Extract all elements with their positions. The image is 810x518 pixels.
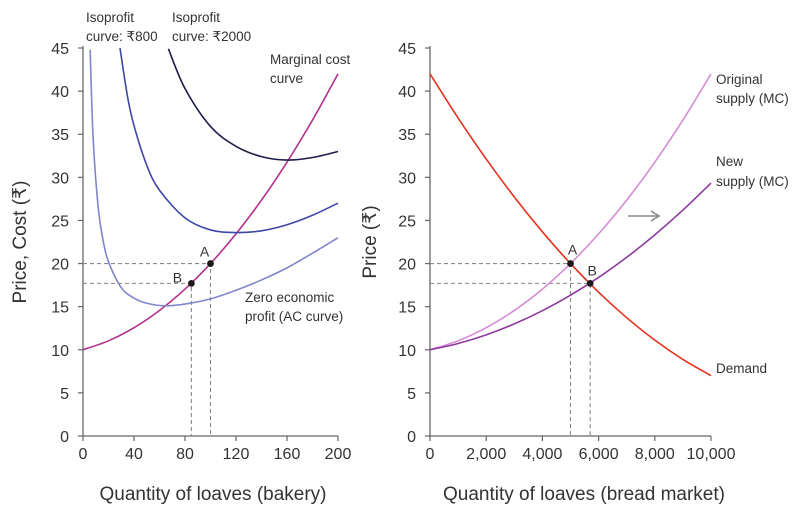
point-label-B: B <box>587 262 596 278</box>
series-isoprofit-curve-800 <box>119 47 339 234</box>
guide-line-B <box>430 282 591 436</box>
y-axis-title: Price (₹) <box>360 205 381 278</box>
y-tick-label: 35 <box>398 127 416 144</box>
x-tick-label: 40 <box>125 446 143 463</box>
x-tick-label: 120 <box>223 446 250 463</box>
x-axis-title: Quantity of loaves (bakery) <box>99 484 326 505</box>
point-B <box>586 279 594 287</box>
y-tick-label: 30 <box>398 170 416 187</box>
point-label-A: A <box>568 242 578 258</box>
y-tick-label: 40 <box>398 84 416 101</box>
label-demand: Demand <box>716 361 767 376</box>
x-tick-label: 4,000 <box>522 446 562 463</box>
y-tick-label: 0 <box>60 429 69 446</box>
y-tick-label: 20 <box>51 257 69 274</box>
y-tick-label: 35 <box>51 127 69 144</box>
y-tick-label: 25 <box>398 213 416 230</box>
label-mc-line2: curve <box>270 71 303 86</box>
point-label-A: A <box>200 244 210 260</box>
y-tick-label: 10 <box>51 343 69 360</box>
y-tick-label: 10 <box>398 343 416 360</box>
y-tick-label: 40 <box>51 84 69 101</box>
label-ac-line2: profit (AC curve) <box>245 309 343 324</box>
label-new-supply: New <box>716 154 743 169</box>
shift-right-arrow <box>628 210 661 222</box>
point-B <box>187 279 195 287</box>
y-tick-label: 5 <box>60 386 69 403</box>
label-iso800-line2: curve: ₹800 <box>86 29 158 44</box>
point-A <box>207 260 214 267</box>
y-axis-title: Price, Cost (₹) <box>10 181 31 304</box>
guide-line-A <box>430 263 572 436</box>
y-tick-label: 45 <box>51 41 69 58</box>
bakery-chart: 0 5 10 15 20 25 30 35 40 45 0 40 80 120 160 200 A B Quant… <box>10 10 351 505</box>
y-tick-label: 5 <box>407 386 416 403</box>
market-chart: 0 5 10 15 20 25 30 35 40 45 0 2,000 4,000 6,000 8,000 1… <box>360 41 789 505</box>
y-tick-label: 15 <box>398 300 416 317</box>
x-tick-label: 6,000 <box>579 446 619 463</box>
series-new-supply-mc <box>429 182 712 351</box>
x-tick-label: 10,000 <box>687 446 736 463</box>
label-ac: Zero economic <box>245 290 335 305</box>
label-iso2000-line2: curve: ₹2000 <box>172 29 251 44</box>
label-iso2000: Isoprofit <box>172 10 220 25</box>
label-new-supply-line2: supply (MC) <box>716 174 789 189</box>
y-tick-label: 15 <box>51 300 69 317</box>
series-demand <box>429 73 712 377</box>
x-tick-label: 0 <box>426 446 435 463</box>
label-mc: Marginal cost <box>270 52 351 67</box>
y-tick-label: 20 <box>398 257 416 274</box>
x-tick-label: 200 <box>325 446 352 463</box>
y-tick-label: 45 <box>398 41 416 58</box>
label-original-supply-line2: supply (MC) <box>716 91 789 106</box>
y-tick-label: 30 <box>51 170 69 187</box>
x-tick-label: 0 <box>79 446 88 463</box>
x-tick-label: 8,000 <box>635 446 675 463</box>
series-isoprofit-curve-2000 <box>167 48 339 161</box>
x-tick-label: 2,000 <box>466 446 506 463</box>
x-axis-title: Quantity of loaves (bread market) <box>443 484 725 505</box>
y-tick-label: 25 <box>51 213 69 230</box>
point-A <box>567 260 574 267</box>
y-tick-label: 0 <box>407 429 416 446</box>
label-original-supply: Original <box>716 72 763 87</box>
x-tick-label: 160 <box>274 446 301 463</box>
x-tick-label: 80 <box>176 446 194 463</box>
label-iso800: Isoprofit <box>86 10 134 25</box>
guide-line-B <box>83 282 192 436</box>
series-zero-economic-profit-ac-curve <box>89 49 339 307</box>
point-label-B: B <box>173 269 182 285</box>
